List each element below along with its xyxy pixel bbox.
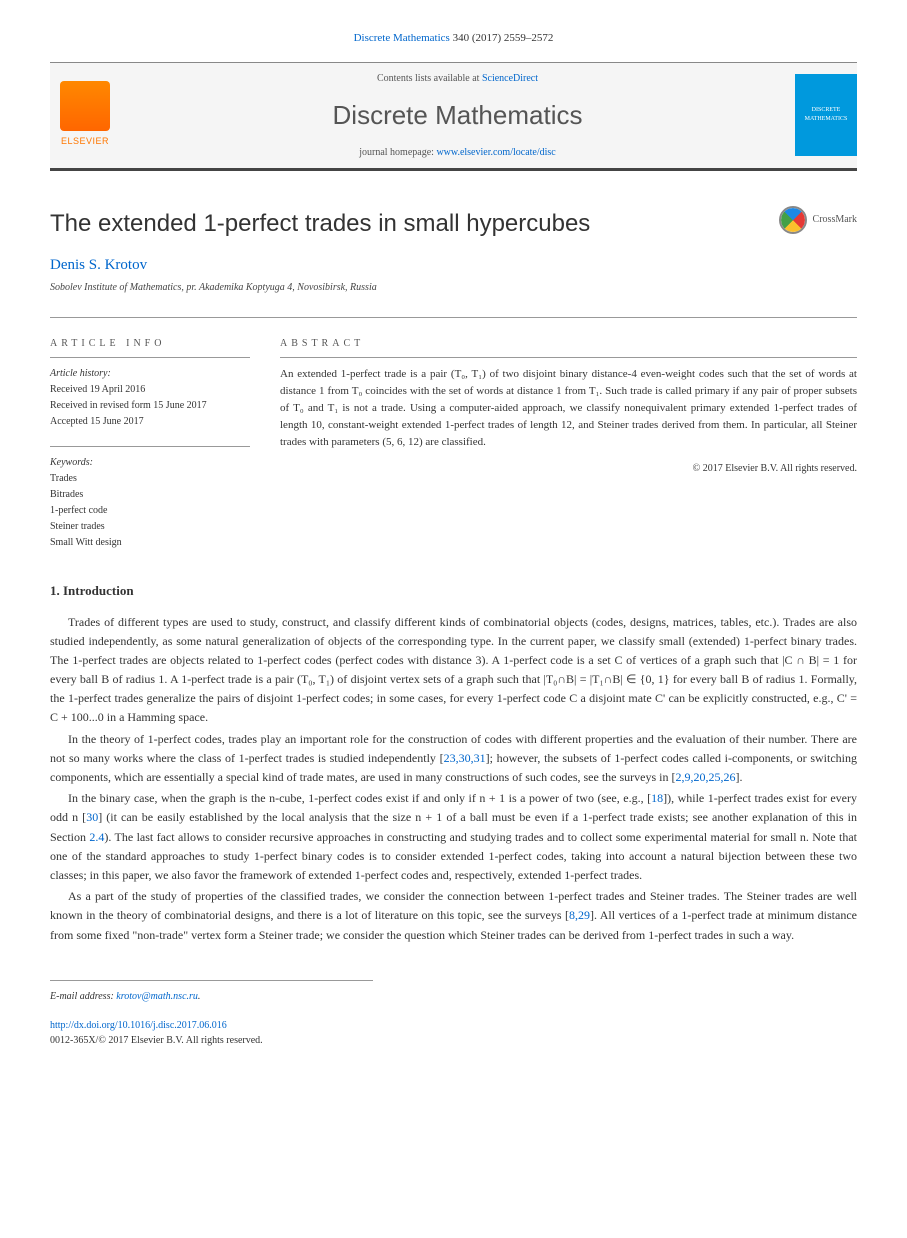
ref-link[interactable]: 2,9,20,25,26	[675, 770, 735, 784]
homepage-line: journal homepage: www.elsevier.com/locat…	[120, 145, 795, 160]
keyword: Small Witt design	[50, 535, 250, 551]
banner-center: Contents lists available at ScienceDirec…	[120, 71, 795, 160]
keyword: Bitrades	[50, 487, 250, 503]
article-info-label: ARTICLE INFO	[50, 336, 250, 358]
abstract-label: ABSTRACT	[280, 336, 857, 358]
contents-line: Contents lists available at ScienceDirec…	[120, 71, 795, 86]
ref-link[interactable]: 30	[86, 810, 98, 824]
contents-text: Contents lists available at	[377, 73, 482, 84]
ref-link[interactable]: 23,30,31	[444, 751, 486, 765]
keyword: 1-perfect code	[50, 503, 250, 519]
elsevier-label: ELSEVIER	[61, 135, 109, 149]
journal-link[interactable]: Discrete Mathematics	[354, 32, 450, 44]
received-date: Received 19 April 2016	[50, 382, 250, 398]
doi-link[interactable]: http://dx.doi.org/10.1016/j.disc.2017.06…	[50, 1020, 227, 1031]
abstract-column: ABSTRACT An extended 1-perfect trade is …	[280, 336, 857, 551]
footer-copyright: 0012-365X/© 2017 Elsevier B.V. All right…	[50, 1033, 857, 1048]
ref-link[interactable]: 8,29	[569, 908, 590, 922]
footer-doi: http://dx.doi.org/10.1016/j.disc.2017.06…	[50, 1018, 857, 1033]
article-info-column: ARTICLE INFO Article history: Received 1…	[50, 336, 250, 551]
revised-date: Received in revised form 15 June 2017	[50, 398, 250, 414]
ref-link[interactable]: 18	[651, 791, 663, 805]
crossmark-label: CrossMark	[813, 212, 857, 227]
author-name: Denis S. Krotov	[50, 254, 857, 277]
accepted-date: Accepted 15 June 2017	[50, 414, 250, 430]
journal-cover-thumbnail[interactable]: DISCRETE MATHEMATICS	[795, 74, 857, 156]
keywords-block: Keywords: Trades Bitrades 1-perfect code…	[50, 446, 250, 551]
elsevier-logo[interactable]: ELSEVIER	[50, 78, 120, 153]
crossmark-badge[interactable]: CrossMark	[779, 206, 857, 234]
keywords-label: Keywords:	[50, 455, 250, 471]
keyword: Trades	[50, 471, 250, 487]
intro-paragraph-3: In the binary case, when the graph is th…	[50, 789, 857, 885]
article-title: The extended 1-perfect trades in small h…	[50, 206, 590, 242]
citation-text: 340 (2017) 2559–2572	[453, 32, 554, 44]
intro-paragraph-4: As a part of the study of properties of …	[50, 887, 857, 945]
journal-name: Discrete Mathematics	[120, 96, 795, 135]
author-affiliation: Sobolev Institute of Mathematics, pr. Ak…	[50, 280, 857, 295]
journal-banner: ELSEVIER Contents lists available at Sci…	[50, 62, 857, 171]
title-row: The extended 1-perfect trades in small h…	[50, 206, 857, 242]
homepage-link[interactable]: www.elsevier.com/locate/disc	[436, 147, 555, 158]
section-1-heading: 1. Introduction	[50, 581, 857, 601]
author-link[interactable]: Denis S. Krotov	[50, 257, 147, 273]
footer-separator	[50, 980, 373, 981]
section-link[interactable]: 2.4	[89, 830, 104, 844]
info-abstract-row: ARTICLE INFO Article history: Received 1…	[50, 317, 857, 551]
email-label: E-mail address:	[50, 991, 116, 1002]
email-link[interactable]: krotov@math.nsc.ru	[116, 991, 198, 1002]
p3-text-d: ). The last fact allows to consider recu…	[50, 830, 857, 882]
article-history: Article history: Received 19 April 2016 …	[50, 366, 250, 430]
abstract-text: An extended 1-perfect trade is a pair (T…	[280, 366, 857, 451]
keyword: Steiner trades	[50, 519, 250, 535]
p3-text-a: In the binary case, when the graph is th…	[68, 791, 651, 805]
history-label: Article history:	[50, 366, 250, 382]
homepage-text: journal homepage:	[359, 147, 436, 158]
intro-paragraph-2: In the theory of 1-perfect codes, trades…	[50, 730, 857, 788]
crossmark-icon	[779, 206, 807, 234]
p2-text-c: ].	[735, 770, 742, 784]
footer-email: E-mail address: krotov@math.nsc.ru.	[50, 989, 857, 1004]
abstract-copyright: © 2017 Elsevier B.V. All rights reserved…	[280, 461, 857, 476]
elsevier-tree-icon	[60, 81, 110, 131]
header-citation: Discrete Mathematics 340 (2017) 2559–257…	[50, 30, 857, 47]
intro-paragraph-1: Trades of different types are used to st…	[50, 613, 857, 728]
sciencedirect-link[interactable]: ScienceDirect	[482, 73, 538, 84]
p1-text: Trades of different types are used to st…	[50, 615, 857, 725]
cover-text: DISCRETE MATHEMATICS	[799, 106, 853, 124]
